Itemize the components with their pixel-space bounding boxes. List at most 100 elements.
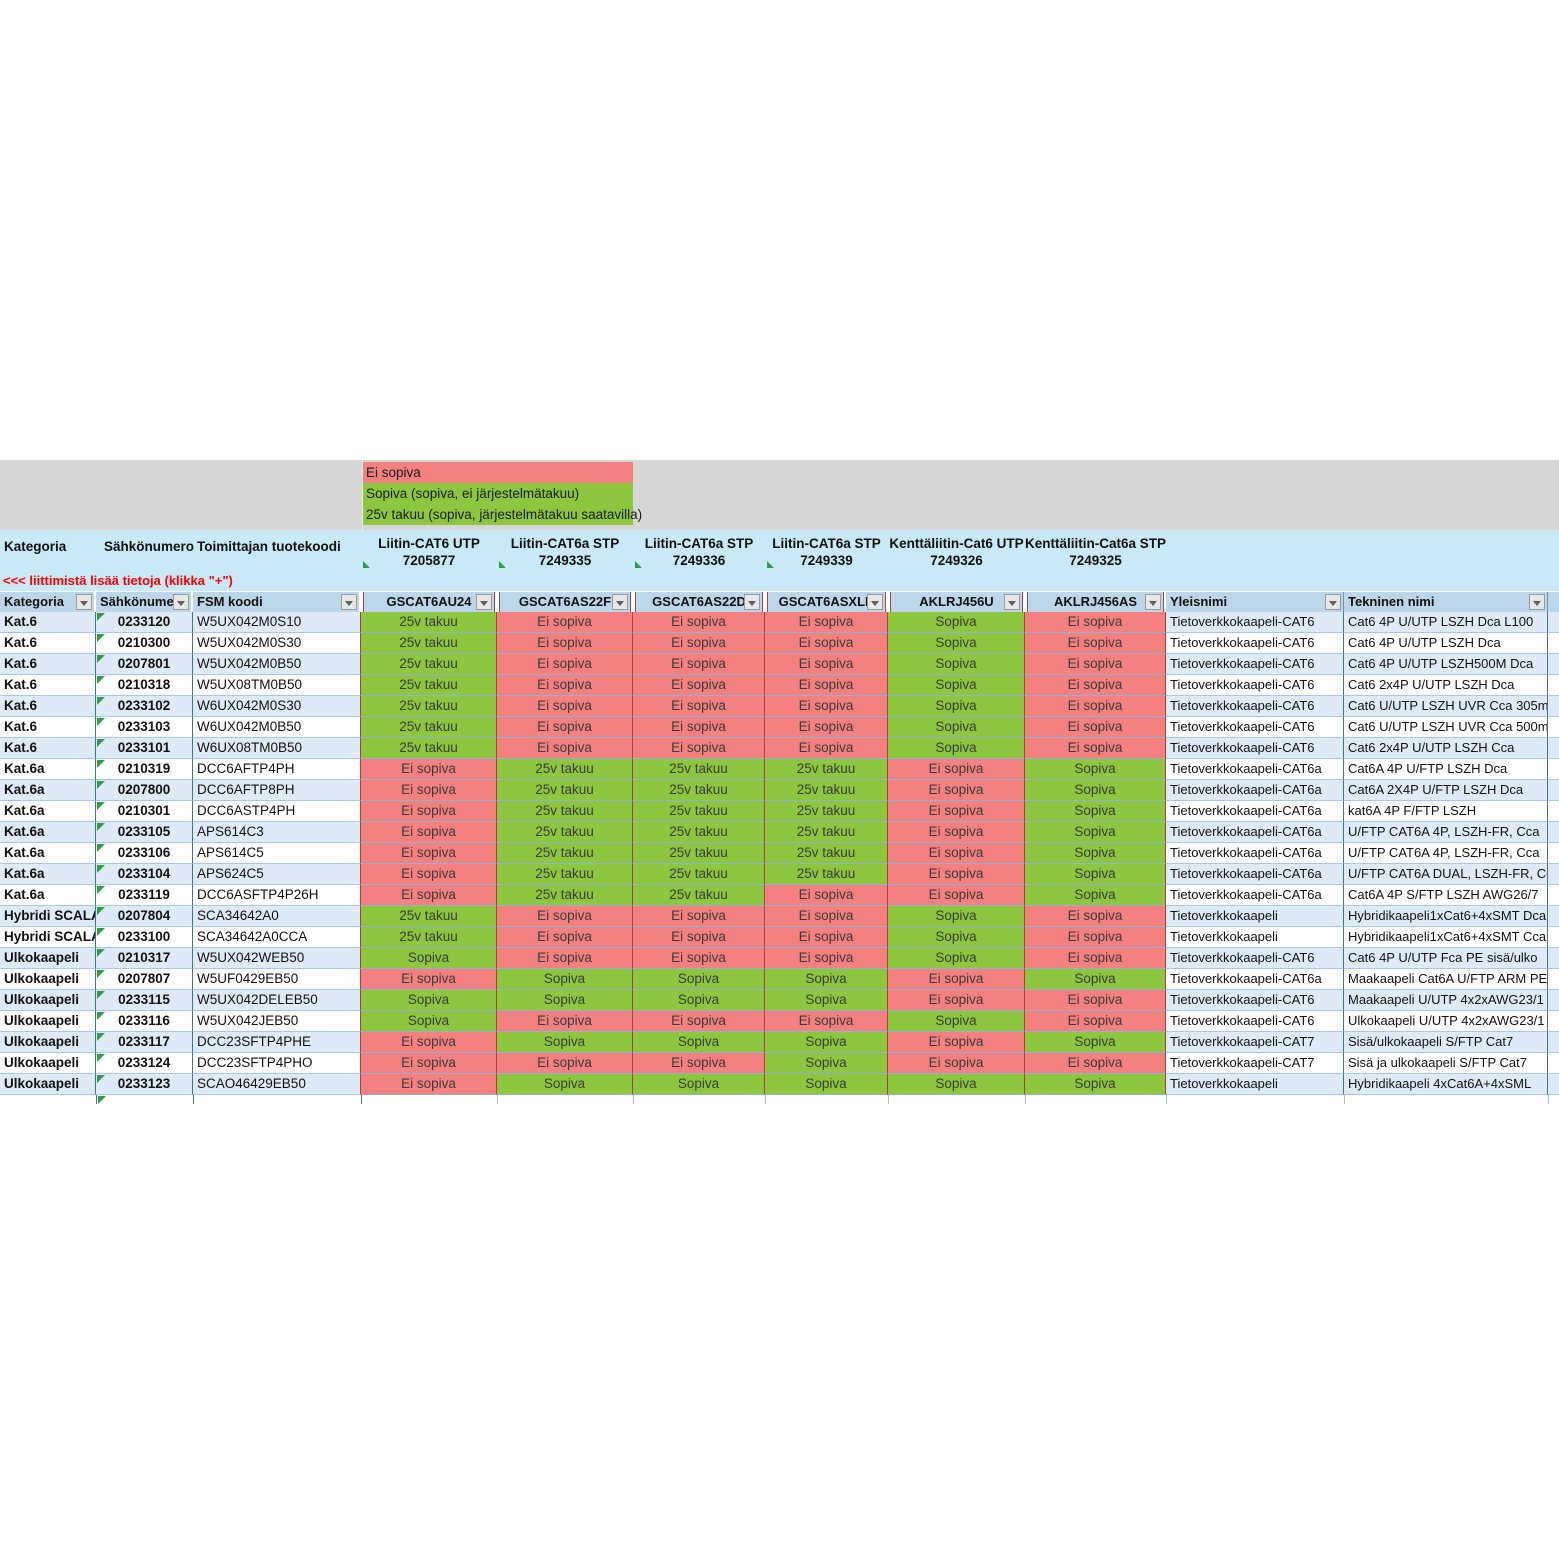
cell-gscat6as22f: Sopiva xyxy=(497,1074,633,1095)
cell-value: Tietoverkkokaapeli-CAT6 xyxy=(1170,698,1315,713)
cell-value: 25v takuu xyxy=(669,887,728,902)
filter-dropdown-button[interactable] xyxy=(76,594,92,610)
cell-yleisnimi: Tietoverkkokaapeli-CAT6 xyxy=(1166,612,1344,633)
cell-aklrj456as: Ei sopiva xyxy=(1025,927,1166,948)
cell-gscat6au24: Ei sopiva xyxy=(361,822,497,843)
cell-aklrj456as: Ei sopiva xyxy=(1025,990,1166,1011)
cell-aklrj456u: Ei sopiva xyxy=(888,801,1025,822)
cell-value: Sopiva xyxy=(1074,803,1116,818)
cell-value: Ei sopiva xyxy=(798,698,854,713)
cell-yleisnimi: Tietoverkkokaapeli-CAT6 xyxy=(1166,738,1344,759)
cell-value: Sopiva xyxy=(935,656,977,671)
cell-value: Sopiva xyxy=(1074,887,1116,902)
cell-value: 25v takuu xyxy=(535,761,594,776)
cell-aklrj456u: Ei sopiva xyxy=(888,1053,1025,1074)
cell-value: Ei sopiva xyxy=(928,866,984,881)
cell-tekninen-nimi: Hybridikaapeli 4xCat6A+4xSML xyxy=(1344,1074,1548,1095)
cell-gscat6as22d: Ei sopiva xyxy=(633,927,765,948)
filter-dropdown-button[interactable] xyxy=(1325,594,1341,610)
cell-value: Maakaapeli U/UTP 4x2xAWG23/1 xyxy=(1348,992,1544,1007)
cell-gscat6asxld: Ei sopiva xyxy=(765,612,888,633)
cell-aklrj456u: Sopiva xyxy=(888,654,1025,675)
cell-gscat6as22d: Sopiva xyxy=(633,969,765,990)
cell-value: 0233106 xyxy=(117,845,171,860)
cell-aklrj456u: Sopiva xyxy=(888,675,1025,696)
comment-triangle-icon xyxy=(97,928,105,936)
cell-aklrj456as: Sopiva xyxy=(1025,822,1166,843)
header-band: Kategoria Sähkönumero Toimittajan tuotek… xyxy=(0,530,1559,591)
cell-fsm-koodi: APS624C5 xyxy=(193,864,361,885)
filter-dropdown-button[interactable] xyxy=(341,594,357,610)
cell-kategoria: Hybridi SCALA xyxy=(0,906,96,927)
table-row: Kat.6 0207801 W5UX042M0B50 25v takuu Ei sopi… xyxy=(0,654,1559,675)
cell-value: Ei sopiva xyxy=(671,740,726,755)
cell-aklrj456as: Sopiva xyxy=(1025,1032,1166,1053)
cell-yleisnimi: Tietoverkkokaapeli-CAT6 xyxy=(1166,1011,1344,1032)
cell-value: Sopiva xyxy=(1074,845,1116,860)
cell-aklrj456as: Sopiva xyxy=(1025,801,1166,822)
filter-dropdown-button[interactable] xyxy=(867,594,883,610)
cell-value: Ei sopiva xyxy=(401,824,456,839)
cell-gscat6asxld: Sopiva xyxy=(765,1053,888,1074)
cell-value: Ei sopiva xyxy=(798,950,854,965)
cell-gscat6au24: Ei sopiva xyxy=(361,801,497,822)
cell-value: 25v takuu xyxy=(535,803,594,818)
cell-value: 25v takuu xyxy=(535,824,594,839)
cell-value: Tietoverkkokaapeli xyxy=(1170,929,1278,944)
table-row: Ulkokaapeli 0233124 DCC23SFTP4PHO Ei sopiva… xyxy=(0,1053,1559,1074)
cell-gscat6as22d: Ei sopiva xyxy=(633,675,765,696)
filter-dropdown-button[interactable] xyxy=(1145,594,1161,610)
cell-value: Sopiva xyxy=(543,992,586,1007)
cell-aklrj456as: Ei sopiva xyxy=(1025,1011,1166,1032)
cell-fsm-koodi: APS614C3 xyxy=(193,822,361,843)
cell-value: DCC23SFTP4PHO xyxy=(197,1055,313,1070)
cell-value: DCC6AFTP8PH xyxy=(197,782,295,797)
filter-dropdown-button[interactable] xyxy=(1529,594,1545,610)
cell-value: 25v takuu xyxy=(669,866,728,881)
comment-triangle-icon xyxy=(97,907,105,915)
filter-label: GSCAT6ASXLD xyxy=(778,594,875,609)
cell-sahkonumero: 0207800 xyxy=(96,780,193,801)
cell-value: Tietoverkkokaapeli-CAT6a xyxy=(1170,803,1322,818)
cell-gscat6as22d: Ei sopiva xyxy=(633,696,765,717)
cell-gscat6as22f: 25v takuu xyxy=(497,885,633,906)
cell-value: 25v takuu xyxy=(796,845,856,860)
cell-sahkonumero: 0233102 xyxy=(96,696,193,717)
cell-value: Ei sopiva xyxy=(798,614,854,629)
filter-dropdown-button[interactable] xyxy=(476,594,492,610)
cell-gscat6as22d: 25v takuu xyxy=(633,864,765,885)
cell-aklrj456u: Sopiva xyxy=(888,948,1025,969)
filter-dropdown-button[interactable] xyxy=(612,594,628,610)
cell-tekninen-nimi: Hybridikaapeli1xCat6+4xSMT Cca xyxy=(1344,927,1548,948)
cell-yleisnimi: Tietoverkkokaapeli-CAT6a xyxy=(1166,843,1344,864)
filter-dropdown-button[interactable] xyxy=(173,594,189,610)
cell-value: Ei sopiva xyxy=(1067,719,1123,734)
cell-kategoria: Ulkokaapeli xyxy=(0,1011,96,1032)
cell-value: kat6A 4P F/FTP LSZH xyxy=(1348,803,1477,818)
cell-yleisnimi: Tietoverkkokaapeli-CAT6a xyxy=(1166,885,1344,906)
column-gridline xyxy=(96,1095,97,1104)
cell-value: Sopiva xyxy=(935,719,977,734)
cell-gscat6as22f: Ei sopiva xyxy=(497,654,633,675)
cell-aklrj456as: Sopiva xyxy=(1025,885,1166,906)
filter-dropdown-button[interactable] xyxy=(744,594,760,610)
cell-aklrj456as: Sopiva xyxy=(1025,780,1166,801)
cell-value: W5UX042DELEB50 xyxy=(197,992,318,1007)
comment-triangle-icon xyxy=(97,1012,105,1020)
cell-gscat6asxld: Ei sopiva xyxy=(765,654,888,675)
cell-value: Ei sopiva xyxy=(537,656,592,671)
filter-dropdown-button[interactable] xyxy=(1004,594,1020,610)
cell-fsm-koodi: W6UX08TM0B50 xyxy=(193,738,361,759)
table-row: Kat.6a 0233104 APS624C5 Ei sopiva 25v takuu 2… xyxy=(0,864,1559,885)
comment-triangle-icon xyxy=(97,991,105,999)
cell-gscat6asxld: 25v takuu xyxy=(765,864,888,885)
group-header-name: Liitin-CAT6a STP xyxy=(772,536,881,551)
cell-cutoff xyxy=(1548,780,1559,801)
cell-value: 0233120 xyxy=(117,614,171,629)
cell-value: Ei sopiva xyxy=(537,908,592,923)
cell-value: W5UX042JEB50 xyxy=(197,1013,299,1028)
cell-gscat6as22d: Ei sopiva xyxy=(633,612,765,633)
filter-label: FSM koodi xyxy=(197,594,263,609)
cell-gscat6asxld: 25v takuu xyxy=(765,801,888,822)
